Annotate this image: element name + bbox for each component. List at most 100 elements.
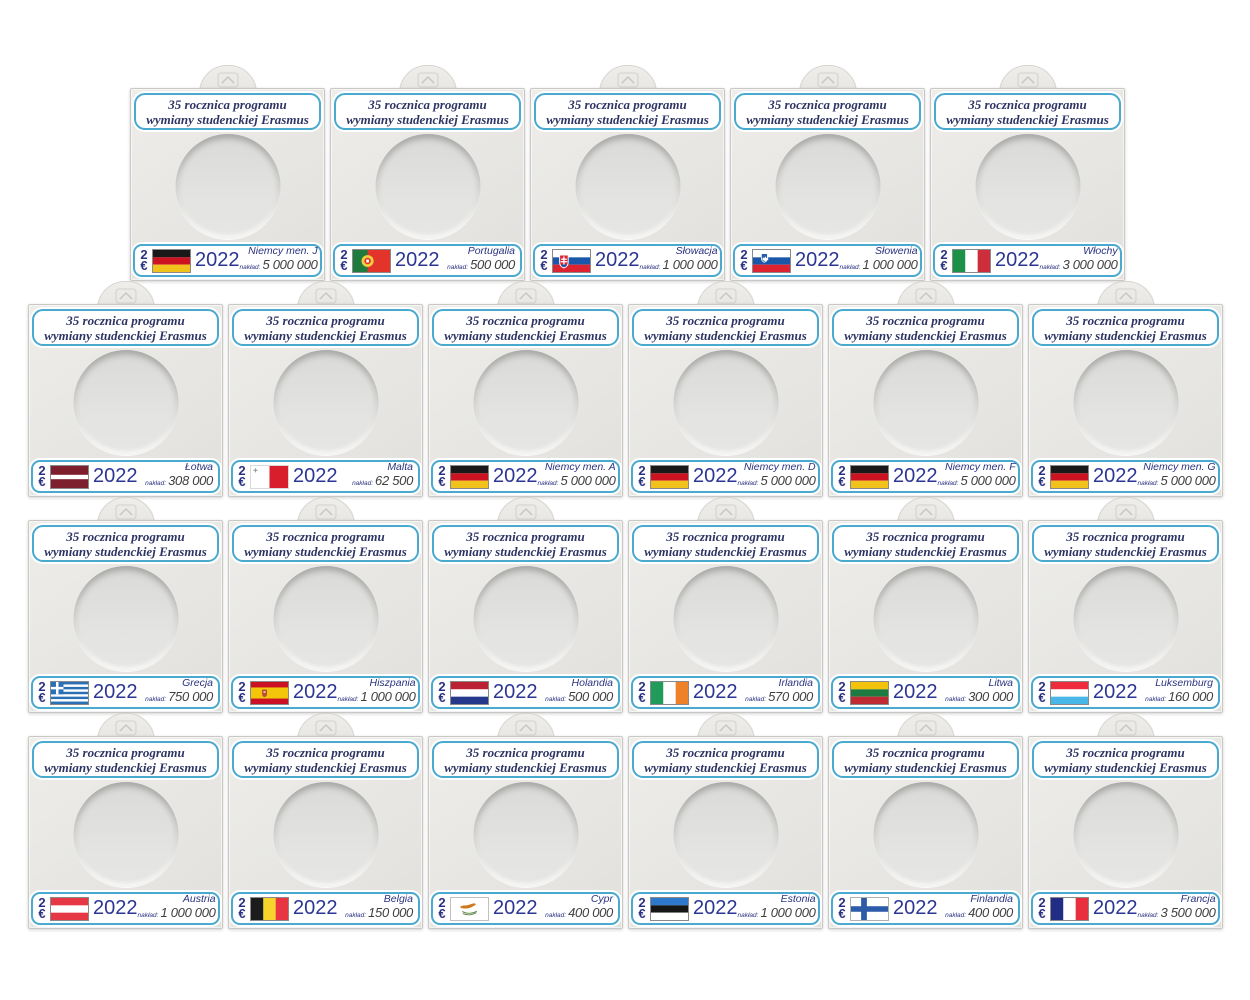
denomination-2-euro: 2 € bbox=[636, 464, 648, 489]
coin-info-label: 2 € 2022 Portugalia nakład: 500 000 bbox=[333, 244, 522, 277]
coin-year: 2022 bbox=[693, 896, 738, 919]
mintage-value: 5 000 000 bbox=[760, 473, 816, 488]
erasmus-title-label: 35 rocznica programu wymiany studenckiej… bbox=[1032, 525, 1219, 562]
cyprus-flag-icon bbox=[450, 896, 489, 921]
coin-year: 2022 bbox=[93, 896, 138, 919]
erasmus-title-label: 35 rocznica programu wymiany studenckiej… bbox=[1032, 309, 1219, 346]
title-line1: 35 rocznica programu bbox=[168, 96, 287, 112]
mintage-caption: nakład: bbox=[639, 264, 661, 271]
title-line1: 35 rocznica programu bbox=[368, 96, 487, 112]
title-line2: wymiany studenckiej Erasmus bbox=[1044, 759, 1207, 775]
title-line1: 35 rocznica programu bbox=[466, 744, 585, 760]
coin-holder: 35 rocznica programu wymiany studenckiej… bbox=[428, 279, 623, 497]
denomination-2-euro: 2 € bbox=[236, 896, 248, 919]
mintage-caption: nakład: bbox=[737, 480, 759, 487]
denomination-2: 2 bbox=[238, 463, 246, 478]
coin-meta: Portugalia nakład: 500 000 bbox=[447, 246, 516, 275]
country-name: Włochy bbox=[1083, 245, 1118, 257]
holder-body: 35 rocznica programu wymiany studenckiej… bbox=[228, 520, 423, 713]
coin-meta: Malta nakład: 62 500 bbox=[352, 462, 414, 491]
austria-flag-icon bbox=[50, 896, 89, 921]
holder-body: 35 rocznica programu wymiany studenckiej… bbox=[628, 304, 823, 497]
mintage-value: 3 500 000 bbox=[1160, 905, 1216, 920]
denomination-2-euro: 2 € bbox=[836, 896, 848, 921]
euro-sign: € bbox=[838, 905, 846, 921]
germany-flag-icon bbox=[152, 248, 191, 273]
denomination-2-euro: 2 € bbox=[236, 680, 248, 703]
mintage-caption: nakład: bbox=[1039, 264, 1061, 271]
erasmus-title-label: 35 rocznica programu wymiany studenckiej… bbox=[832, 525, 1019, 562]
title-line2: wymiany studenckiej Erasmus bbox=[444, 543, 607, 559]
holder-row: 35 rocznica programu wymiany studenckiej… bbox=[28, 279, 1223, 497]
coin-year: 2022 bbox=[293, 464, 338, 487]
coin-holder: 35 rocznica programu wymiany studenckiej… bbox=[930, 63, 1125, 281]
coin-year: 2022 bbox=[293, 896, 338, 919]
mintage-value: 1 000 000 bbox=[360, 689, 416, 704]
coin-meta: Luksemburg nakład: 160 000 bbox=[1145, 678, 1214, 707]
country-name: Malta bbox=[387, 461, 413, 473]
mintage-value: 62 500 bbox=[375, 473, 413, 488]
coin-year: 2022 bbox=[595, 248, 640, 271]
denomination-2-euro: 2 € bbox=[836, 680, 848, 703]
erasmus-title-label: 35 rocznica programu wymiany studenckiej… bbox=[232, 741, 419, 778]
erasmus-title-label: 35 rocznica programu wymiany studenckiej… bbox=[832, 741, 1019, 778]
country-name: Hiszpania bbox=[369, 677, 416, 689]
euro-sign: € bbox=[638, 473, 646, 489]
country-name: Cypr bbox=[590, 893, 613, 905]
france-flag-icon bbox=[1050, 896, 1089, 921]
tab-emboss-icon bbox=[315, 720, 337, 750]
coin-holder: 35 rocznica programu wymiany studenckiej… bbox=[28, 711, 223, 929]
mintage-value: 3 000 000 bbox=[1062, 257, 1118, 272]
denomination-2-euro: 2 € bbox=[836, 464, 848, 487]
coin-holder: 35 rocznica programu wymiany studenckiej… bbox=[428, 495, 623, 713]
euro-sign: € bbox=[638, 689, 646, 705]
coin-info-label: 2 € 2022 Estonia nakład: 1 000 000 bbox=[631, 892, 820, 925]
erasmus-title-label: 35 rocznica programu wymiany studenckiej… bbox=[934, 93, 1121, 130]
tab-emboss-icon bbox=[515, 720, 537, 750]
mintage-row: nakład: 1 000 000 bbox=[840, 257, 918, 275]
tab-emboss-icon bbox=[715, 720, 737, 750]
denomination-2: 2 bbox=[940, 247, 948, 262]
denomination-2-euro: 2 € bbox=[1036, 464, 1048, 487]
mintage-value: 750 000 bbox=[168, 689, 213, 704]
denomination-2-euro: 2 € bbox=[36, 896, 48, 919]
coin-window bbox=[473, 350, 578, 455]
erasmus-title-label: 35 rocznica programu wymiany studenckiej… bbox=[334, 93, 521, 130]
mintage-value: 5 000 000 bbox=[960, 473, 1016, 488]
mintage-value: 570 000 bbox=[768, 689, 813, 704]
denomination-2: 2 bbox=[438, 895, 446, 910]
tab-emboss-icon bbox=[115, 504, 137, 534]
greece-flag-icon bbox=[50, 680, 89, 705]
mintage-value: 400 000 bbox=[968, 905, 1013, 920]
coin-meta: Francja nakład: 3 500 000 bbox=[1138, 894, 1217, 923]
country-name: Finlandia bbox=[970, 893, 1013, 905]
tab-emboss-icon bbox=[115, 720, 137, 750]
coin-year: 2022 bbox=[693, 464, 738, 487]
coin-holder: 35 rocznica programu wymiany studenckiej… bbox=[130, 63, 325, 281]
mintage-caption: nakład: bbox=[145, 696, 167, 703]
erasmus-title-label: 35 rocznica programu wymiany studenckiej… bbox=[1032, 741, 1219, 778]
denomination-2: 2 bbox=[438, 679, 446, 694]
coin-year: 2022 bbox=[93, 464, 138, 487]
coin-window bbox=[473, 782, 578, 887]
denomination-2-euro: 2 € bbox=[636, 680, 648, 705]
euro-sign: € bbox=[1038, 689, 1046, 705]
denomination-2-euro: 2 € bbox=[1036, 680, 1048, 705]
slovenia-flag-icon bbox=[752, 248, 791, 273]
tab-emboss-icon bbox=[315, 288, 337, 318]
mintage-row: nakład: 570 000 bbox=[745, 689, 813, 707]
mintage-caption: nakład: bbox=[1137, 912, 1159, 919]
mintage-row: nakład: 5 000 000 bbox=[240, 257, 318, 275]
euro-sign: € bbox=[238, 473, 246, 489]
coin-holder: 35 rocznica programu wymiany studenckiej… bbox=[1028, 495, 1223, 713]
coin-info-label: 2 € 2022 Luksemburg nakład: 160 000 bbox=[1031, 676, 1220, 709]
coin-year: 2022 bbox=[293, 680, 338, 703]
erasmus-title-label: 35 rocznica programu wymiany studenckiej… bbox=[632, 741, 819, 778]
mintage-caption: nakład: bbox=[545, 696, 567, 703]
mintage-row: nakład: 400 000 bbox=[545, 905, 613, 923]
holder-body: 35 rocznica programu wymiany studenckiej… bbox=[28, 520, 223, 713]
coin-window bbox=[273, 782, 378, 887]
erasmus-title-label: 35 rocznica programu wymiany studenckiej… bbox=[134, 93, 321, 130]
coin-meta: Finlandia nakład: 400 000 bbox=[945, 894, 1014, 923]
denomination-2-euro: 2 € bbox=[338, 248, 350, 271]
